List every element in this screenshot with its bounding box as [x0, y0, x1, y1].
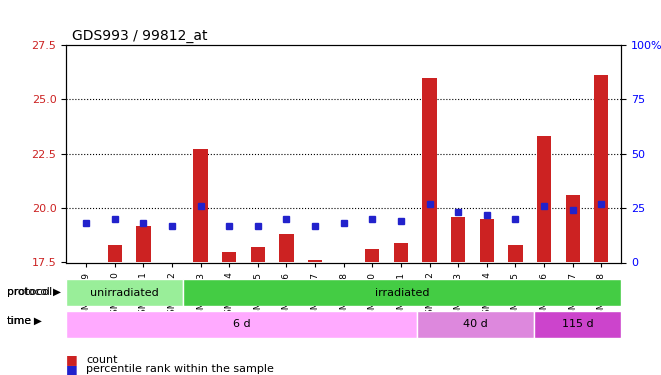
Text: protocol ▶: protocol ▶	[7, 287, 61, 297]
Bar	[365, 249, 379, 262]
Text: protocol: protocol	[7, 287, 52, 297]
Bar	[308, 260, 323, 262]
Text: irradiated: irradiated	[375, 288, 430, 297]
Bar	[194, 149, 208, 262]
Text: GDS993 / 99812_at: GDS993 / 99812_at	[71, 28, 207, 43]
Text: time: time	[7, 316, 32, 326]
Text: 40 d: 40 d	[463, 320, 488, 329]
Bar	[394, 243, 408, 262]
Text: percentile rank within the sample: percentile rank within the sample	[86, 364, 274, 374]
Bar	[222, 252, 237, 262]
Text: count: count	[86, 355, 118, 365]
Text: 115 d: 115 d	[562, 320, 594, 329]
FancyBboxPatch shape	[66, 311, 417, 338]
Text: ■: ■	[66, 354, 78, 366]
Bar	[422, 78, 437, 262]
Bar	[566, 195, 580, 262]
FancyBboxPatch shape	[183, 279, 621, 306]
Bar	[280, 234, 293, 262]
FancyBboxPatch shape	[66, 279, 183, 306]
Bar	[251, 247, 265, 262]
Bar	[480, 219, 494, 262]
Text: 6 d: 6 d	[233, 320, 251, 329]
Bar	[451, 217, 465, 262]
Bar	[508, 245, 523, 262]
Bar	[136, 225, 151, 262]
Bar	[537, 136, 551, 262]
Text: unirradiated: unirradiated	[90, 288, 159, 297]
Bar	[594, 75, 609, 262]
Text: time ▶: time ▶	[7, 316, 42, 326]
Text: ■: ■	[66, 363, 78, 375]
FancyBboxPatch shape	[417, 311, 533, 338]
FancyBboxPatch shape	[533, 311, 621, 338]
Bar	[108, 245, 122, 262]
